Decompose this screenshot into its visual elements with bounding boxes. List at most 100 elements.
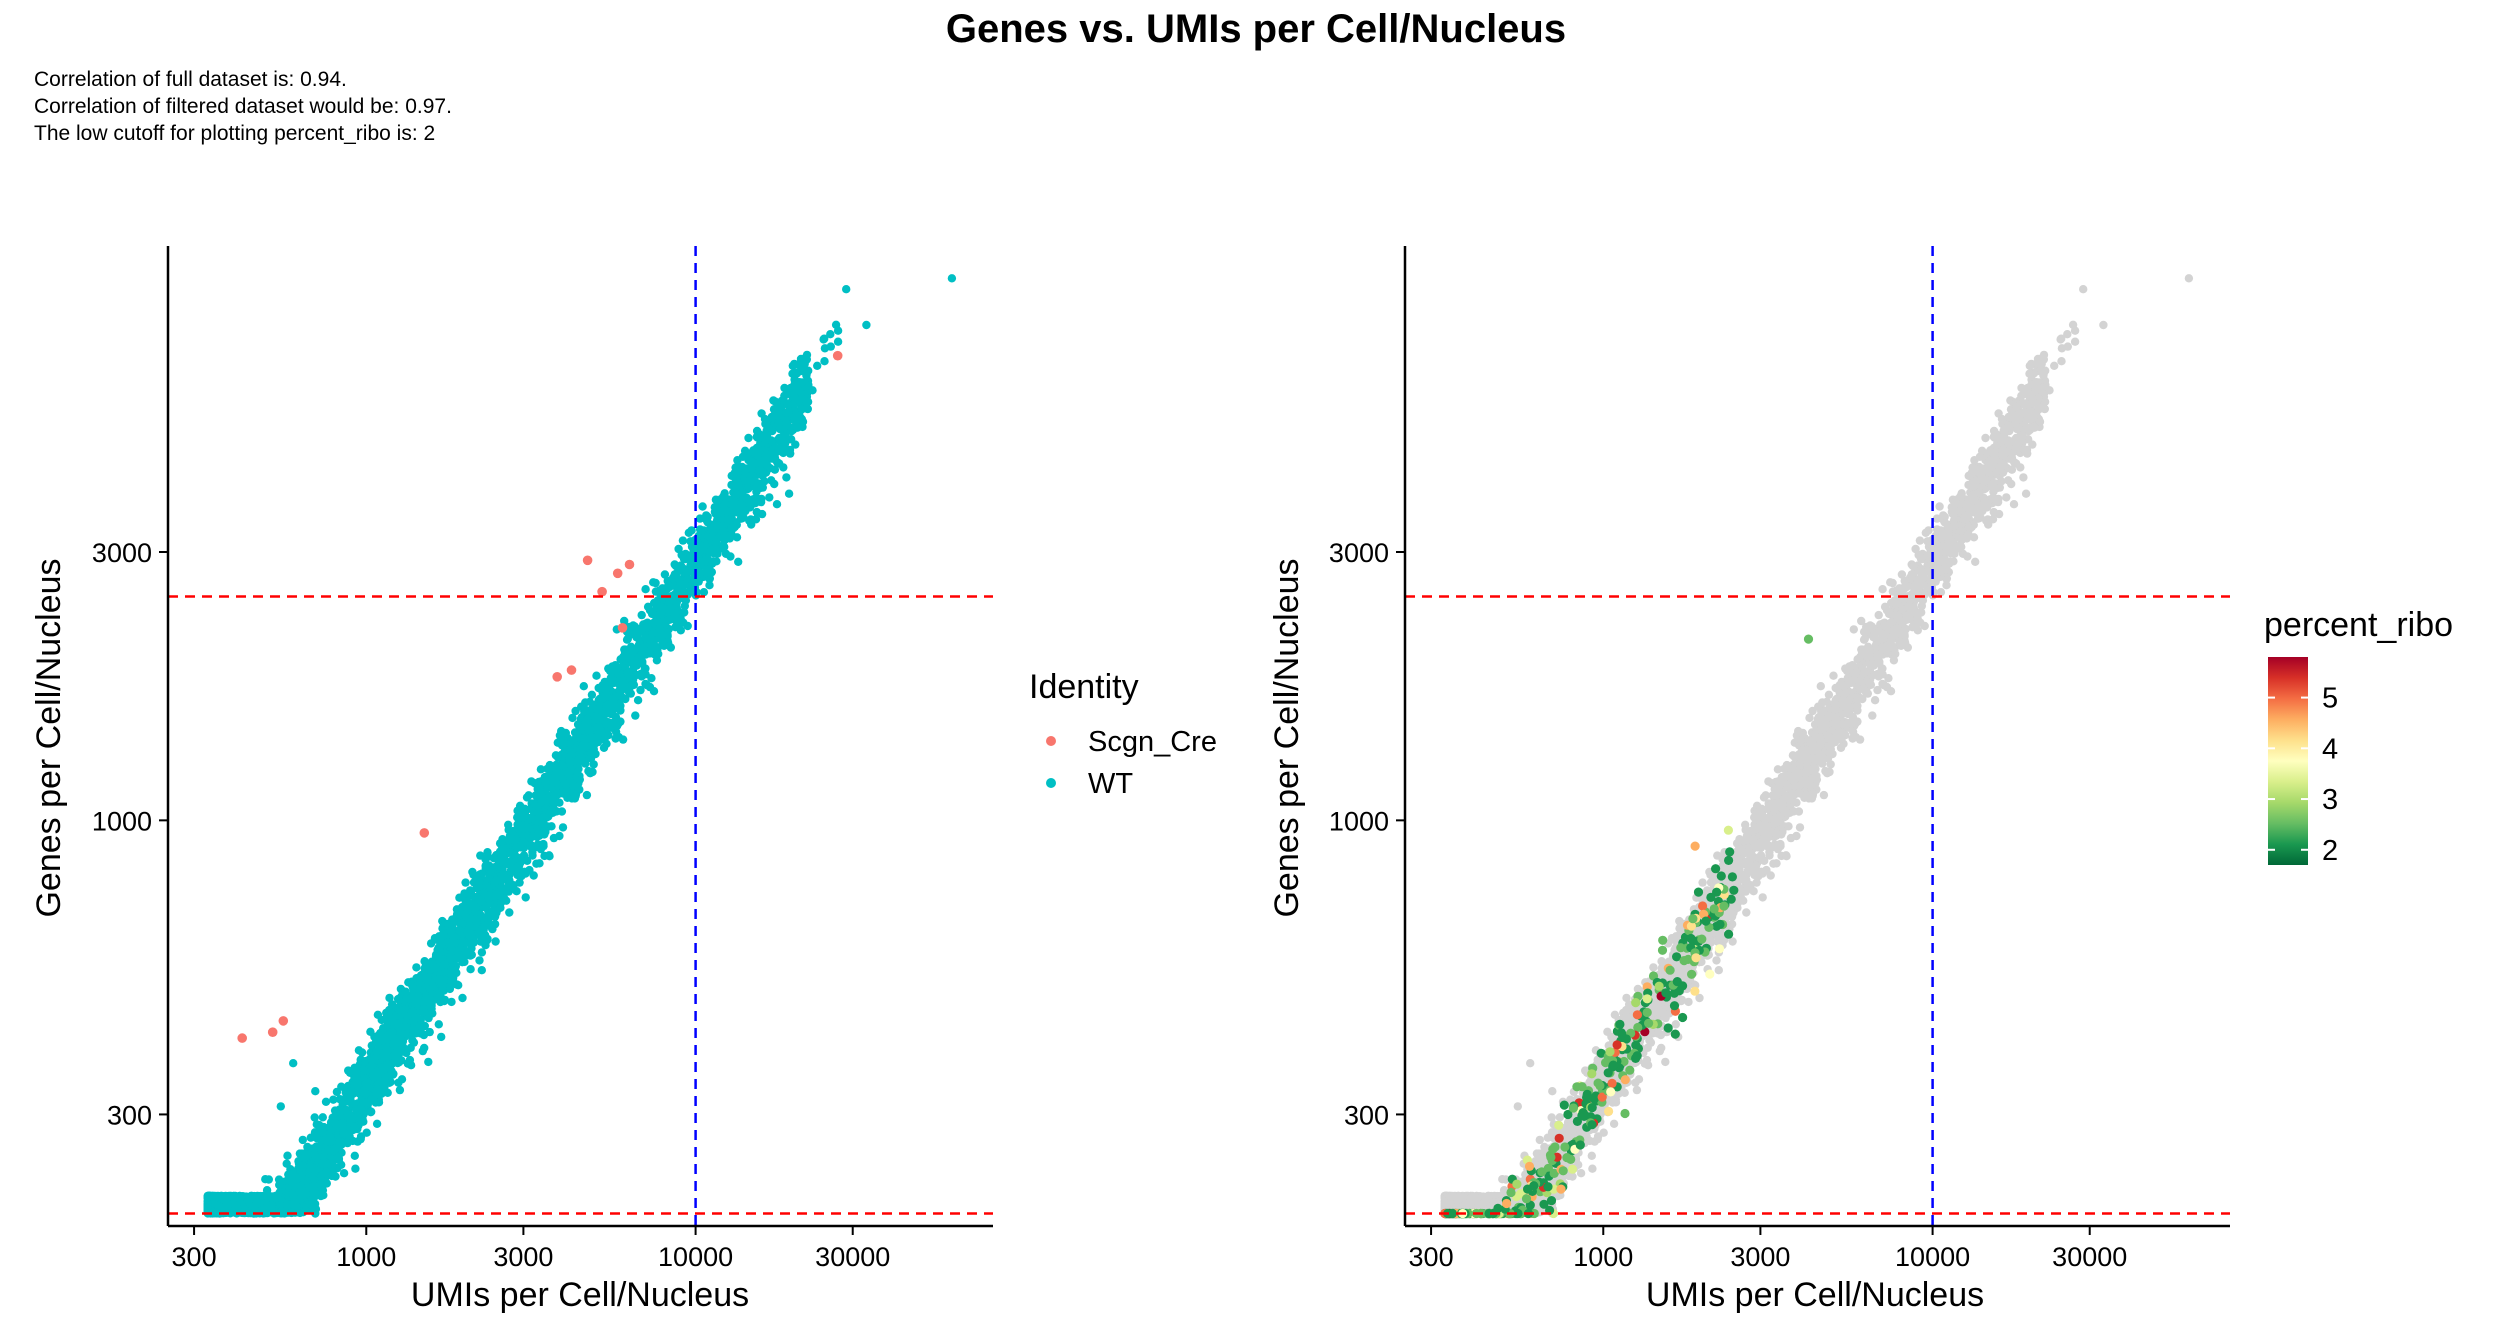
- point-wt: [481, 932, 490, 941]
- point-wt: [229, 1193, 238, 1203]
- point-wt: [752, 507, 761, 517]
- point-wt: [210, 1192, 219, 1201]
- point-wt: [602, 690, 611, 699]
- point-wt: [362, 1128, 371, 1137]
- point-wt: [347, 1087, 356, 1097]
- point-wt: [718, 540, 728, 550]
- point-wt: [678, 536, 688, 545]
- point-wt: [671, 623, 680, 632]
- point-wt: [674, 544, 683, 554]
- point-wt: [361, 1098, 370, 1108]
- point-wt: [297, 1183, 306, 1192]
- point-wt: [782, 408, 791, 418]
- point-wt: [656, 629, 665, 638]
- point-background: [2009, 500, 2019, 509]
- point-wt: [385, 993, 394, 1003]
- point-wt: [629, 680, 639, 689]
- subtitle-line-1: Correlation of full dataset is: 0.94.: [34, 68, 347, 91]
- point-wt: [707, 525, 716, 535]
- point-wt: [387, 1059, 397, 1069]
- point-wt: [767, 476, 776, 485]
- point-wt: [586, 769, 595, 778]
- point-wt: [462, 912, 471, 922]
- point-wt: [461, 878, 470, 887]
- point-wt: [797, 404, 807, 414]
- point-scgn-cre: [624, 559, 635, 570]
- point-wt: [356, 1134, 365, 1144]
- point-wt: [558, 823, 568, 832]
- point-wt: [774, 418, 783, 428]
- point-wt: [641, 585, 650, 594]
- point-wt: [262, 1186, 272, 1195]
- point-wt: [458, 938, 467, 947]
- point-wt: [515, 878, 524, 887]
- point-wt: [264, 1175, 273, 1184]
- point-wt: [534, 829, 543, 838]
- point-wt: [310, 1128, 320, 1137]
- point-wt: [703, 554, 712, 563]
- point-wt: [770, 465, 780, 474]
- point-wt: [762, 459, 771, 469]
- point-wt: [734, 557, 743, 566]
- point-wt: [739, 513, 748, 522]
- point-wt: [310, 1186, 319, 1196]
- point-wt: [660, 570, 670, 579]
- point-wt: [477, 897, 486, 906]
- point-wt: [418, 1007, 428, 1017]
- point-wt: [652, 656, 662, 665]
- point-wt: [762, 431, 772, 440]
- point-wt: [380, 1049, 389, 1058]
- point-wt: [614, 669, 623, 679]
- point-wt: [502, 896, 511, 905]
- point-wt: [636, 685, 645, 695]
- point-wt: [519, 812, 528, 821]
- point-scgn-cre: [582, 555, 593, 566]
- point-wt: [785, 445, 795, 455]
- point-wt: [434, 974, 443, 984]
- point-wt: [384, 1012, 394, 1021]
- point-wt: [680, 601, 689, 611]
- point-wt: [638, 659, 647, 668]
- legend-key-scgn-cre: [1046, 736, 1056, 746]
- point-wt: [490, 892, 499, 901]
- point-wt: [332, 1087, 342, 1097]
- point-wt: [781, 432, 790, 441]
- point-wt: [695, 514, 705, 523]
- point-wt: [592, 671, 601, 680]
- point-wt: [555, 831, 564, 841]
- point-wt: [321, 1097, 331, 1107]
- point-wt: [407, 1008, 416, 1017]
- point-wt: [506, 881, 515, 890]
- point-wt: [447, 926, 456, 936]
- point-wt: [523, 856, 532, 865]
- point-wt: [300, 1153, 309, 1163]
- point-wt: [438, 930, 448, 939]
- point-wt: [499, 844, 508, 854]
- point-wt: [774, 443, 784, 452]
- point-wt: [490, 877, 499, 887]
- point-wt: [437, 1032, 446, 1042]
- point-wt: [564, 769, 573, 778]
- point-wt: [536, 765, 546, 774]
- point-wt: [803, 397, 813, 406]
- point-wt: [588, 749, 598, 758]
- point-wt: [751, 493, 760, 503]
- point-wt: [545, 760, 555, 770]
- point-wt: [740, 464, 750, 473]
- point-scgn-cre: [267, 1027, 278, 1037]
- point-wt: [784, 489, 794, 498]
- point-wt: [798, 417, 808, 426]
- point-wt: [477, 966, 486, 975]
- point-wt: [654, 610, 663, 620]
- point-wt: [751, 448, 760, 457]
- point-wt: [568, 713, 577, 723]
- point-wt: [338, 1119, 347, 1128]
- point-wt: [618, 677, 627, 686]
- point-scgn-cre: [566, 665, 577, 675]
- point-wt: [354, 1046, 364, 1055]
- point-wt: [726, 552, 735, 561]
- point-wt: [468, 867, 477, 877]
- point-wt: [409, 1017, 418, 1026]
- point-wt: [641, 633, 650, 642]
